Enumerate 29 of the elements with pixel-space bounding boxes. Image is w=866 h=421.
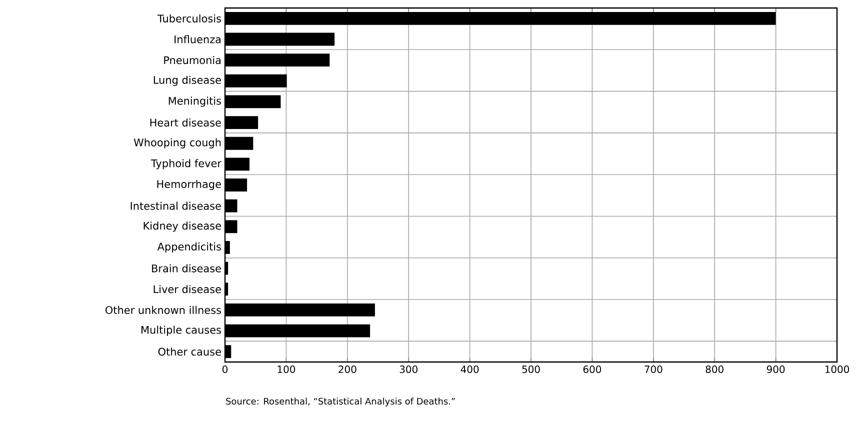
x-tick-label: 900 <box>766 366 785 374</box>
y-tick-label: Hemorrhage <box>157 180 221 190</box>
x-tick-label: 600 <box>583 366 602 374</box>
y-tick-label: Other unknown illness <box>106 306 221 314</box>
x-tick-label: 300 <box>400 366 418 374</box>
x-tick-label: 100 <box>278 366 296 374</box>
y-tick-label: Appendicitis <box>157 242 221 253</box>
y-tick-label: Pneumonia <box>164 56 221 64</box>
y-tick-label: Influenza <box>174 35 221 44</box>
y-tick-label: Tuberculosis <box>157 14 221 22</box>
y-tick-label: Heart disease <box>150 118 221 127</box>
x-tick-label: 700 <box>644 366 662 374</box>
x-tick-label: 400 <box>460 366 479 374</box>
y-tick-label: Meningitis <box>168 96 221 107</box>
y-tick-label: Brain disease <box>152 264 221 272</box>
y-tick-label: Typhoid fever <box>150 159 222 170</box>
source-note: Source: Rosenthal, “Statistical Analysis of Deaths.” <box>226 398 455 406</box>
y-tick-label: Whooping cough <box>134 138 221 148</box>
y-tick-label: Kidney disease <box>144 222 221 232</box>
x-tick-label: 200 <box>338 366 356 374</box>
y-tick-label: Other cause <box>158 348 221 356</box>
y-tick-label: Multiple causes <box>142 326 221 336</box>
x-tick-label: 500 <box>522 366 540 374</box>
y-tick-label: Lung disease <box>154 76 221 86</box>
x-tick-label: 800 <box>706 366 724 374</box>
x-tick-label: 1000 <box>825 366 850 374</box>
y-tick-label: Intestinal disease <box>130 202 221 210</box>
y-tick-label: Liver disease <box>154 285 221 294</box>
x-tick-label: 0 <box>222 366 228 374</box>
